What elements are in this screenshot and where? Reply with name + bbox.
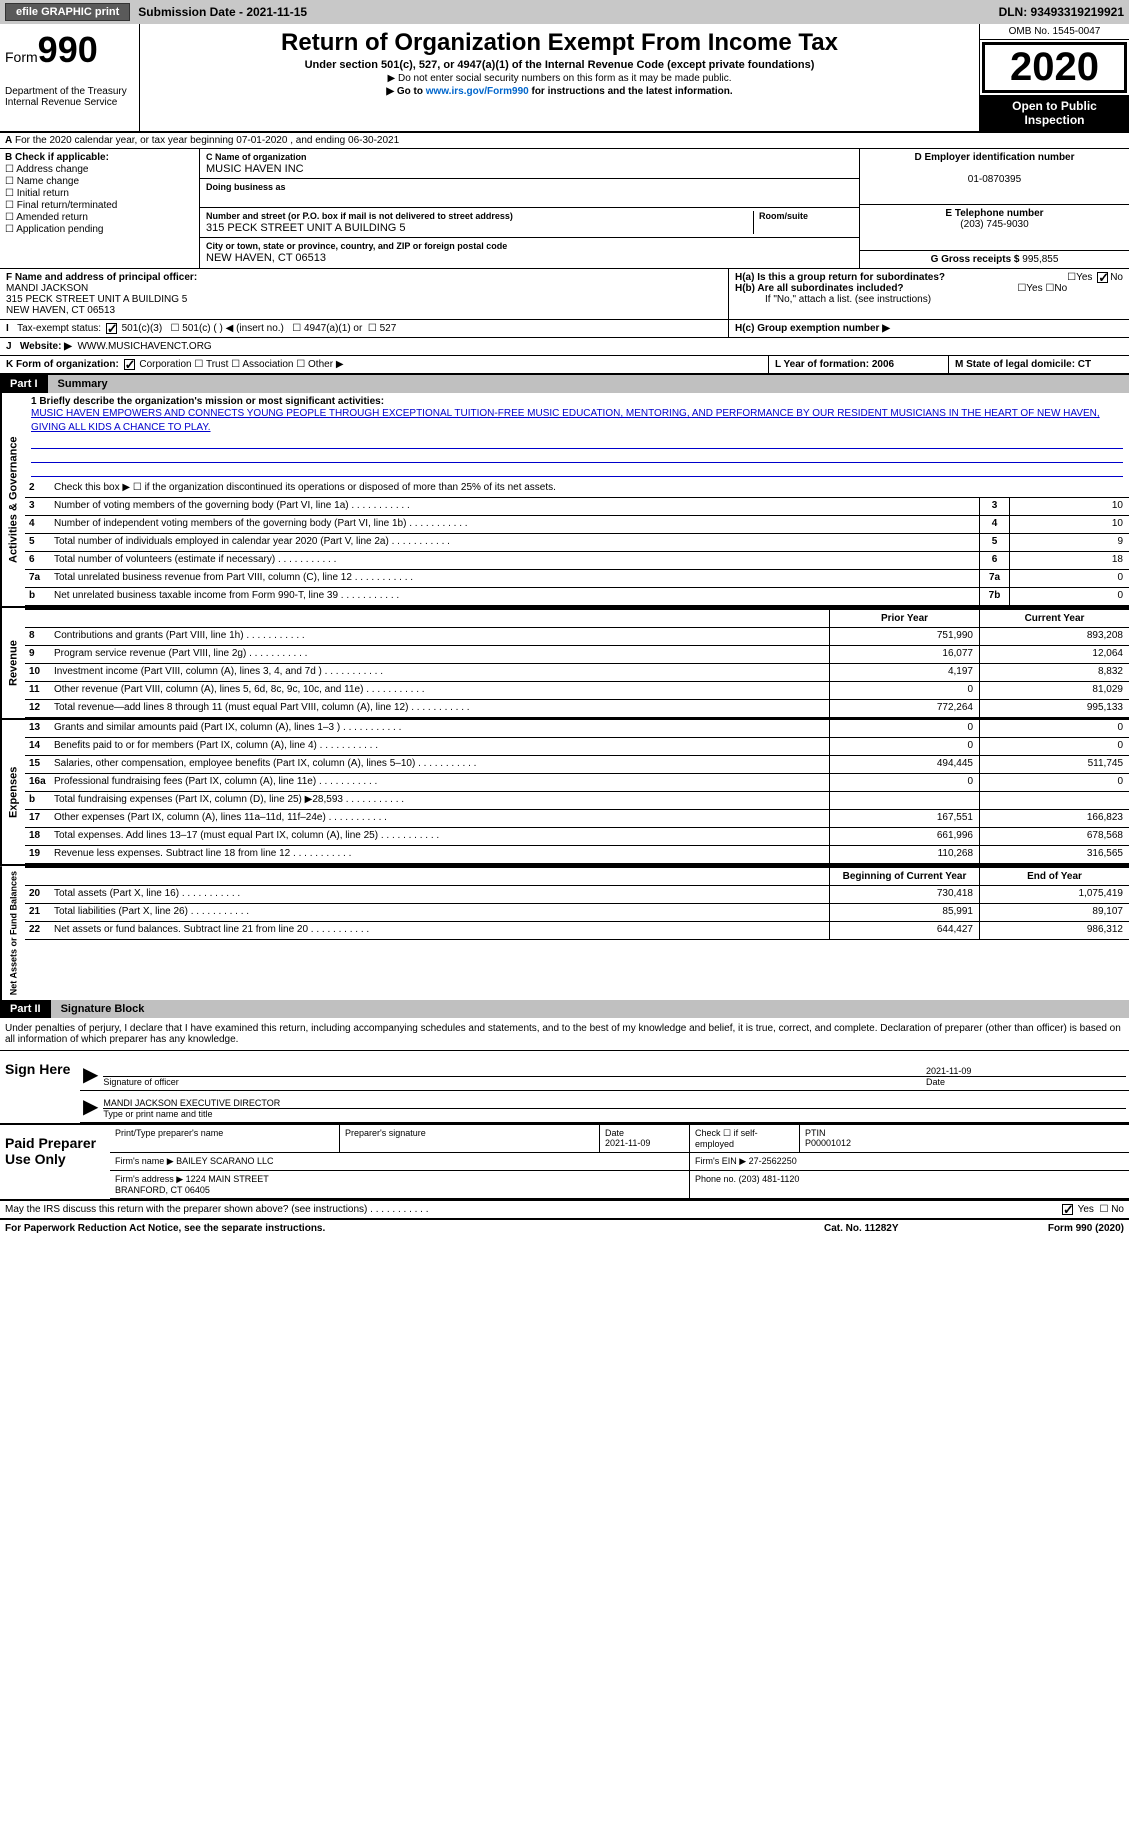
- line-11: 11Other revenue (Part VIII, column (A), …: [25, 682, 1129, 700]
- revenue-section: Revenue Prior YearCurrent Year 8Contribu…: [0, 606, 1129, 718]
- phone: (203) 745-9030: [960, 219, 1028, 230]
- officer-print-name: MANDI JACKSON EXECUTIVE DIRECTOR: [103, 1098, 280, 1108]
- box-b-title: B Check if applicable:: [5, 152, 109, 163]
- entity-section: B Check if applicable: ☐ Address change …: [0, 149, 1129, 269]
- check-initial-return[interactable]: ☐ Initial return: [5, 188, 194, 199]
- gross-receipts: 995,855: [1022, 254, 1058, 265]
- submission-date: Submission Date - 2021-11-15: [138, 5, 307, 19]
- mission-text: MUSIC HAVEN EMPOWERS AND CONNECTS YOUNG …: [31, 407, 1123, 435]
- instruction-1: ▶ Do not enter social security numbers o…: [145, 73, 974, 84]
- omb-number: OMB No. 1545-0047: [980, 24, 1129, 40]
- check-pending[interactable]: ☐ Application pending: [5, 224, 194, 235]
- org-address: 315 PECK STREET UNIT A BUILDING 5: [206, 222, 406, 234]
- part2-header: Part II Signature Block: [0, 1000, 1129, 1018]
- firm-phone: (203) 481-1120: [739, 1174, 800, 1184]
- form-title: Return of Organization Exempt From Incom…: [145, 29, 974, 57]
- netassets-section: Net Assets or Fund Balances Beginning of…: [0, 864, 1129, 1000]
- dln: DLN: 93493319219921: [999, 5, 1124, 19]
- line-7a: 7aTotal unrelated business revenue from …: [25, 570, 1129, 588]
- officer-addr: 315 PECK STREET UNIT A BUILDING 5 NEW HA…: [6, 294, 187, 316]
- line-18: 18Total expenses. Add lines 13–17 (must …: [25, 828, 1129, 846]
- department: Department of the Treasury Internal Reve…: [5, 86, 134, 108]
- sign-here-block: Sign Here ▶ Signature of officer 2021-11…: [0, 1051, 1129, 1125]
- officer-name: MANDI JACKSON: [6, 283, 88, 294]
- part1-header: Part I Summary: [0, 375, 1129, 393]
- check-name-change[interactable]: ☐ Name change: [5, 176, 194, 187]
- irs-link[interactable]: www.irs.gov/Form990: [426, 86, 529, 97]
- org-city: NEW HAVEN, CT 06513: [206, 252, 326, 264]
- line-b: bNet unrelated business taxable income f…: [25, 588, 1129, 606]
- form-label: Form: [5, 49, 38, 65]
- line-16a: 16aProfessional fundraising fees (Part I…: [25, 774, 1129, 792]
- check-final-return[interactable]: ☐ Final return/terminated: [5, 200, 194, 211]
- line-14: 14Benefits paid to or for members (Part …: [25, 738, 1129, 756]
- org-name: MUSIC HAVEN INC: [206, 163, 304, 175]
- form-header: Form990 Department of the Treasury Inter…: [0, 24, 1129, 133]
- firm-ein: 27-2562250: [749, 1156, 797, 1166]
- page-footer: For Paperwork Reduction Act Notice, see …: [0, 1220, 1129, 1237]
- check-address-change[interactable]: ☐ Address change: [5, 164, 194, 175]
- line-9: 9Program service revenue (Part VIII, lin…: [25, 646, 1129, 664]
- line-12: 12Total revenue—add lines 8 through 11 (…: [25, 700, 1129, 718]
- line-17: 17Other expenses (Part IX, column (A), l…: [25, 810, 1129, 828]
- subtitle: Under section 501(c), 527, or 4947(a)(1)…: [145, 59, 974, 71]
- line-15: 15Salaries, other compensation, employee…: [25, 756, 1129, 774]
- ein: 01-0870395: [968, 174, 1021, 185]
- year-formation: L Year of formation: 2006: [775, 359, 894, 370]
- expenses-section: Expenses 13Grants and similar amounts pa…: [0, 718, 1129, 864]
- preparer-block: Paid Preparer Use Only Print/Type prepar…: [0, 1125, 1129, 1201]
- line-3: 3Number of voting members of the governi…: [25, 498, 1129, 516]
- discuss-row: May the IRS discuss this return with the…: [0, 1201, 1129, 1220]
- line-6: 6Total number of volunteers (estimate if…: [25, 552, 1129, 570]
- row-f: F Name and address of principal officer:…: [0, 269, 1129, 320]
- ptin: P00001012: [805, 1138, 851, 1148]
- tax-year: 2020: [982, 42, 1127, 93]
- line-5: 5Total number of individuals employed in…: [25, 534, 1129, 552]
- website: WWW.MUSICHAVENCT.ORG: [77, 341, 211, 352]
- efile-button[interactable]: efile GRAPHIC print: [5, 3, 130, 21]
- inspection-label: Open to Public Inspection: [980, 95, 1129, 131]
- firm-name: BAILEY SCARANO LLC: [176, 1156, 273, 1166]
- group-return-no[interactable]: [1097, 272, 1108, 283]
- discuss-yes[interactable]: [1062, 1204, 1073, 1215]
- line-4: 4Number of independent voting members of…: [25, 516, 1129, 534]
- line-22: 22Net assets or fund balances. Subtract …: [25, 922, 1129, 940]
- topbar: efile GRAPHIC print Submission Date - 20…: [0, 0, 1129, 24]
- line-20: 20Total assets (Part X, line 16) 730,418…: [25, 886, 1129, 904]
- row-k-l-m: K Form of organization: Corporation ☐ Tr…: [0, 356, 1129, 375]
- line-10: 10Investment income (Part VIII, column (…: [25, 664, 1129, 682]
- row-j: J Website: ▶ WWW.MUSICHAVENCT.ORG: [0, 338, 1129, 356]
- check-corp[interactable]: [124, 359, 135, 370]
- line-b: bTotal fundraising expenses (Part IX, co…: [25, 792, 1129, 810]
- line-13: 13Grants and similar amounts paid (Part …: [25, 720, 1129, 738]
- sign-date: 2021-11-09: [926, 1066, 971, 1076]
- line-19: 19Revenue less expenses. Subtract line 1…: [25, 846, 1129, 864]
- row-a-period: A For the 2020 calendar year, or tax yea…: [0, 133, 1129, 149]
- state-domicile: M State of legal domicile: CT: [955, 359, 1091, 370]
- check-501c3[interactable]: [106, 323, 117, 334]
- row-i-hc: I Tax-exempt status: 501(c)(3) ☐ 501(c) …: [0, 320, 1129, 338]
- line-21: 21Total liabilities (Part X, line 26) 85…: [25, 904, 1129, 922]
- check-amended[interactable]: ☐ Amended return: [5, 212, 194, 223]
- governance-section: Activities & Governance 1 Briefly descri…: [0, 393, 1129, 606]
- form-number: 990: [38, 29, 98, 70]
- signature-intro: Under penalties of perjury, I declare th…: [0, 1018, 1129, 1051]
- line-8: 8Contributions and grants (Part VIII, li…: [25, 628, 1129, 646]
